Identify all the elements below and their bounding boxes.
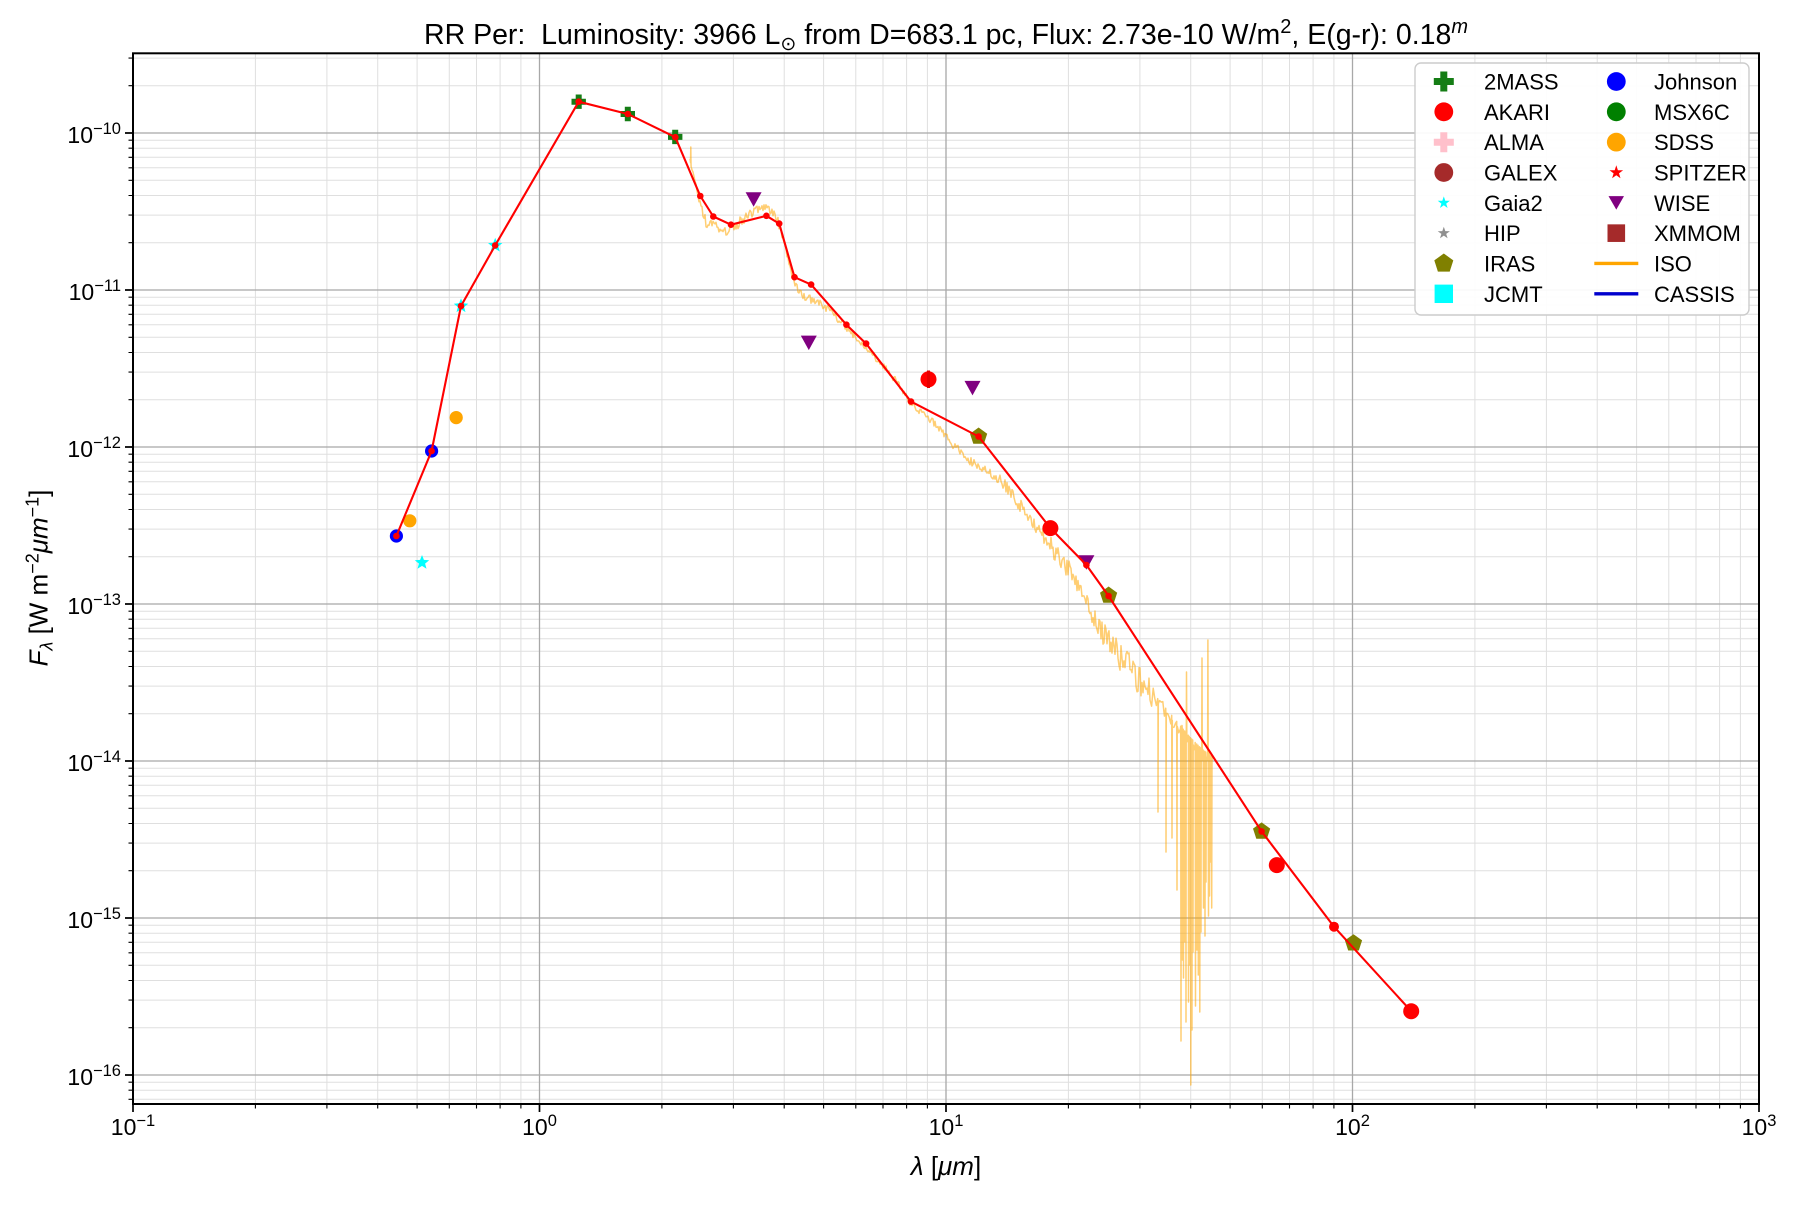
- svg-text:JCMT: JCMT: [1484, 282, 1543, 307]
- svg-text:Gaia2: Gaia2: [1484, 191, 1543, 216]
- svg-text:ALMA: ALMA: [1484, 130, 1544, 155]
- svg-text:SPITZER: SPITZER: [1654, 161, 1747, 186]
- svg-text:MSX6C: MSX6C: [1654, 100, 1730, 125]
- svg-text:CASSIS: CASSIS: [1654, 282, 1735, 307]
- svg-text:IRAS: IRAS: [1484, 252, 1535, 277]
- svg-text:WISE: WISE: [1654, 191, 1710, 216]
- svg-text:λ [μm]: λ [μm]: [909, 1151, 981, 1181]
- svg-text:2MASS: 2MASS: [1484, 70, 1559, 95]
- svg-text:XMMOM: XMMOM: [1654, 221, 1741, 246]
- svg-text:HIP: HIP: [1484, 221, 1521, 246]
- svg-text:Fλ [W m−2μm−1]: Fλ [W m−2μm−1]: [23, 490, 57, 667]
- svg-text:SDSS: SDSS: [1654, 130, 1714, 155]
- svg-text:ISO: ISO: [1654, 252, 1692, 277]
- svg-text:Johnson: Johnson: [1654, 70, 1737, 95]
- svg-text:AKARI: AKARI: [1484, 100, 1550, 125]
- svg-text:GALEX: GALEX: [1484, 161, 1558, 186]
- svg-text:RR Per: Luminosity: 3966 L⊙ f: RR Per: Luminosity: 3966 L⊙ from D=683.1…: [424, 16, 1468, 55]
